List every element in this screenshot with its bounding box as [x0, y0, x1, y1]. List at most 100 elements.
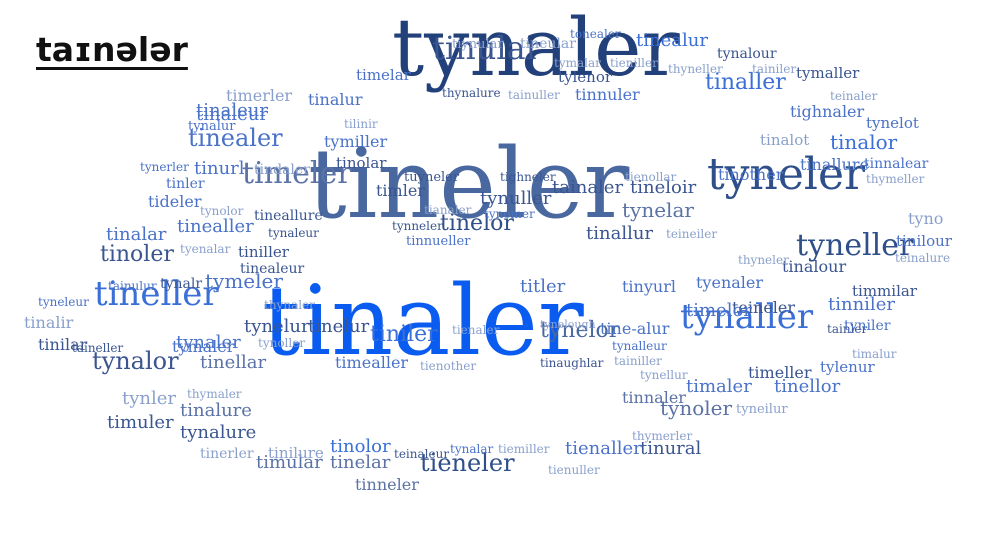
cloud-word: tynaler: [392, 1, 680, 94]
cloud-word: tinaughlar: [540, 356, 604, 371]
cloud-word: tighneler: [500, 170, 556, 185]
cloud-word: tineloir: [630, 176, 697, 198]
cloud-word: taineller: [72, 341, 124, 356]
cloud-word: tinellar: [200, 351, 267, 373]
cloud-word: thyneler: [738, 253, 789, 268]
cloud-word: tyenaler: [696, 273, 764, 293]
cloud-word: tinelor: [440, 211, 514, 237]
cloud-word: timealler: [335, 353, 409, 373]
cloud-word: tinerler: [200, 445, 254, 462]
cloud-word: tyno: [908, 209, 944, 229]
cloud-word: tyniler: [844, 317, 891, 334]
cloud-word: tilinir: [344, 117, 378, 132]
cloud-word: tienuller: [548, 463, 600, 478]
cloud-word: tinniler: [828, 293, 895, 315]
cloud-word: thymerler: [632, 429, 693, 444]
cloud-word: tinealler: [177, 215, 254, 237]
cloud-word: teineler: [732, 298, 796, 318]
cloud-word: tinalour: [782, 257, 847, 277]
cloud-word: tineular: [520, 35, 576, 52]
cloud-word: tianaler: [424, 203, 472, 218]
cloud-word: thynalure: [442, 86, 501, 101]
cloud-word: tynelot: [866, 114, 919, 132]
cloud-word: tineller: [94, 273, 219, 314]
cloud-word: tainiller: [614, 354, 662, 369]
cloud-word: tinnuler: [575, 85, 640, 105]
cloud-word: tinealeur: [240, 260, 305, 277]
cloud-word: tyneler: [707, 148, 866, 200]
cloud-word: tynelur: [244, 315, 310, 337]
cloud-word: tainaler: [552, 176, 624, 198]
cloud-word: tinilour: [896, 232, 952, 250]
cloud-word: tinaler: [262, 265, 584, 378]
cloud-word: tinallur: [586, 222, 654, 244]
cloud-word: tinelar: [330, 451, 391, 473]
cloud-word: tynler: [122, 387, 177, 409]
cloud-word: titler: [520, 275, 566, 297]
cloud-word: tinalor: [830, 130, 898, 154]
cloud-word: tieneler: [420, 448, 515, 477]
cloud-word: thymeller: [866, 172, 925, 187]
cloud-word: tynelor: [540, 318, 620, 344]
cloud-word: timmilar: [852, 282, 917, 300]
cloud-word: tiemiller: [498, 442, 550, 457]
cloud-word: teinaler: [830, 89, 878, 104]
cloud-word: tynalure: [180, 421, 257, 443]
cloud-word: tynomer: [484, 207, 535, 222]
cloud-word: tinallure: [800, 155, 870, 175]
cloud-word: tienaler: [452, 323, 500, 338]
cloud-word: tighnaler: [790, 102, 865, 122]
cloud-word: tynaler: [176, 331, 241, 353]
cloud-word: tynalour: [717, 45, 777, 62]
cloud-word: teineiler: [666, 227, 718, 242]
cloud-word: tainler: [827, 322, 868, 337]
cloud-word: tindaler: [254, 161, 310, 178]
cloud-word: tinealur: [636, 29, 708, 51]
cloud-word: tinular: [432, 29, 541, 68]
cloud-word: tinalur: [308, 90, 363, 110]
cloud-word: tiniller: [238, 243, 289, 261]
cloud-word: tyenalar: [180, 242, 231, 257]
cloud-word: tinolar: [336, 154, 387, 172]
cloud-word: tynalleur: [612, 339, 667, 354]
cloud-word: timaler: [686, 375, 752, 397]
cloud-word: tinelur: [308, 315, 370, 337]
cloud-word: tinaleur: [196, 103, 268, 125]
cloud-word: timuler: [107, 411, 174, 433]
page-title: taɪnələr: [36, 30, 188, 69]
cloud-word: tynuller: [480, 187, 552, 209]
cloud-word: thymaler: [187, 387, 242, 402]
cloud-word: tinler: [166, 175, 205, 192]
cloud-word: tainulur: [108, 279, 157, 294]
cloud-word: tymaler: [172, 337, 235, 357]
cloud-word: tynneler: [392, 219, 443, 234]
cloud-word: tinural: [640, 437, 702, 459]
cloud-word: tinalar: [106, 223, 167, 245]
cloud-word: tinaleur: [196, 99, 268, 121]
cloud-word: tinilar: [38, 335, 88, 355]
cloud-word: tinother: [718, 165, 784, 185]
cloud-word: tinnueller: [406, 233, 471, 249]
cloud-word: tinalot: [760, 131, 810, 149]
cloud-word: tinnaler: [622, 388, 686, 408]
cloud-word: tinoler: [100, 242, 174, 268]
cloud-word: tienollar: [625, 170, 677, 185]
cloud-word: tainuller: [508, 88, 560, 103]
cloud-word: tainiler: [752, 62, 797, 77]
cloud-word: tymeler: [205, 269, 283, 293]
cloud-word: tynalr: [160, 275, 203, 292]
cloud-word: timelor: [686, 299, 752, 321]
cloud-word: tinneler: [355, 475, 419, 495]
cloud-word: tinyurl: [622, 277, 676, 297]
cloud-word: tynelar: [622, 198, 694, 222]
cloud-word: tymaller: [796, 64, 860, 82]
cloud-word: tinealer: [188, 123, 283, 152]
cloud-word: tinilure: [268, 444, 324, 462]
cloud-word: tiynular: [452, 36, 504, 52]
cloud-word: tonealer: [570, 27, 621, 42]
cloud-word: tynalor: [92, 346, 179, 375]
cloud-word: tymalar: [554, 56, 601, 71]
cloud-word: timalur: [852, 347, 897, 362]
cloud-word: tuyneler: [404, 169, 460, 185]
